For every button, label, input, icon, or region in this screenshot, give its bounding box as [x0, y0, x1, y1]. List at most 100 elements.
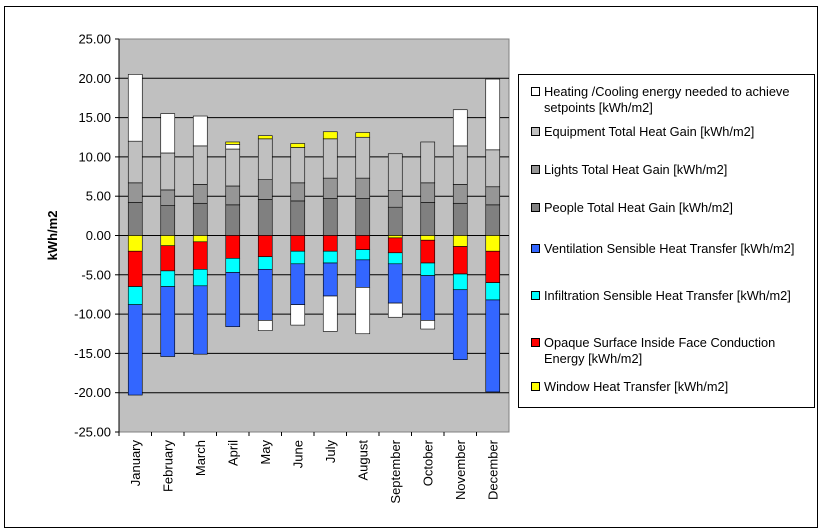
bar-segment-june: [290, 304, 306, 326]
legend-swatch: [531, 127, 540, 136]
bar-segment-september: [387, 263, 403, 304]
bar-segment-march: [192, 268, 208, 287]
bar-segment-may: [257, 320, 273, 331]
bar-segment-july: [322, 250, 338, 264]
y-tick-label: 25.00: [78, 32, 111, 47]
bar-segment-december: [485, 149, 501, 188]
bar-segment-february: [160, 286, 176, 357]
x-tick-label: June: [290, 440, 305, 468]
bar-segment-june: [290, 263, 306, 305]
bar-segment-october: [420, 235, 436, 241]
bar-segment-march: [192, 235, 208, 243]
legend-swatch: [531, 382, 540, 391]
bar-segment-june: [290, 250, 306, 265]
bar-segment-december: [485, 299, 501, 393]
bar-segment-april: [225, 204, 241, 236]
bar-segment-july: [322, 138, 338, 179]
bar-segment-december: [485, 250, 501, 283]
y-tick-label: -5.00: [81, 267, 111, 282]
legend-label: Lights Total Heat Gain [kWh/m2]: [544, 162, 728, 177]
stacked-bar-chart: 25.00 20.00 15.00 10.00 5.00 0.00 -5.00 -10.00 -…: [45, 32, 510, 504]
bar-segment-july: [322, 131, 338, 140]
bar-segment-november: [452, 202, 468, 236]
x-tick-label: September: [388, 439, 403, 503]
bar-segment-december: [485, 78, 501, 151]
y-tick-label: -10.00: [74, 307, 111, 322]
legend-label: Heating /Cooling energy needed to achiev…: [544, 84, 790, 115]
x-tick-label: March: [193, 440, 208, 476]
bar-segment-may: [257, 135, 273, 140]
bar-segment-august: [355, 177, 371, 199]
bar-segment-december: [485, 282, 501, 301]
bar-segment-march: [192, 115, 208, 147]
bar-segment-january: [127, 304, 143, 396]
legend-label: People Total Heat Gain [kWh/m2]: [544, 200, 733, 215]
bar-segment-september: [387, 190, 403, 208]
bar-segment-may: [257, 268, 273, 321]
bar-segment-september: [387, 235, 403, 239]
bar-segment-october: [420, 239, 436, 264]
bar-segment-october: [420, 262, 436, 276]
legend-swatch: [531, 203, 540, 212]
chart-area: 25.00 20.00 15.00 10.00 5.00 0.00 -5.00 -10.00 -…: [4, 6, 818, 528]
bar-segment-september: [387, 153, 403, 191]
y-tick-label: 10.00: [78, 149, 111, 164]
bar-segment-august: [355, 287, 371, 335]
y-tick-label: 0.00: [86, 228, 111, 243]
bar-segment-january: [127, 74, 143, 142]
bar-segment-july: [322, 177, 338, 199]
bar-segment-august: [355, 235, 371, 250]
bar-segment-january: [127, 250, 143, 287]
bar-segment-august: [355, 136, 371, 179]
bar-segment-may: [257, 235, 273, 258]
bar-segment-december: [485, 186, 501, 206]
bar-segment-february: [160, 235, 176, 247]
y-tick-label: 15.00: [78, 110, 111, 125]
bar-segment-november: [452, 246, 468, 275]
bar-segment-november: [452, 109, 468, 147]
bar-segment-june: [290, 182, 306, 202]
x-tick-label: October: [420, 439, 435, 486]
bar-segment-december: [485, 204, 501, 236]
bar-segment-august: [355, 198, 371, 236]
bar-segment-february: [160, 270, 176, 287]
bar-segment-november: [452, 273, 468, 291]
bar-segment-march: [192, 145, 208, 185]
bar-segment-december: [485, 235, 501, 252]
legend: Heating /Cooling energy needed to achiev…: [518, 74, 815, 408]
bar-segment-october: [420, 320, 436, 330]
bar-segment-november: [452, 235, 468, 247]
bar-segment-may: [257, 138, 273, 180]
bar-segment-may: [257, 179, 273, 200]
bar-segment-july: [322, 198, 338, 236]
bar-segment-april: [225, 185, 241, 206]
x-tick-label: January: [128, 440, 143, 487]
bar-segment-february: [160, 205, 176, 236]
bar-segment-july: [322, 295, 338, 332]
bar-segment-april: [225, 235, 241, 259]
x-tick-label: May: [258, 440, 273, 465]
bar-segment-november: [452, 184, 468, 204]
legend-swatch: [531, 165, 540, 174]
bar-segment-january: [127, 286, 143, 305]
legend-swatch: [531, 291, 540, 300]
bar-segment-april: [225, 141, 241, 145]
bar-segment-march: [192, 202, 208, 236]
bar-segment-june: [290, 235, 306, 252]
bar-segment-january: [127, 235, 143, 252]
bar-segment-april: [225, 257, 241, 273]
bar-segment-february: [160, 113, 176, 154]
bar-segment-june: [290, 147, 306, 184]
bar-segment-april: [225, 144, 241, 150]
x-tick-label: August: [355, 440, 370, 481]
legend-label: Opaque Surface Inside Face Conduction En…: [544, 335, 776, 366]
bar-segment-november: [452, 145, 468, 185]
y-tick-label: -20.00: [74, 385, 111, 400]
bar-segment-october: [420, 141, 436, 184]
legend-swatch: [531, 87, 540, 96]
x-tick-label: April: [225, 440, 240, 466]
bar-segment-september: [387, 302, 403, 318]
bar-segment-october: [420, 182, 436, 203]
bar-segment-february: [160, 245, 176, 272]
bar-segment-march: [192, 184, 208, 204]
